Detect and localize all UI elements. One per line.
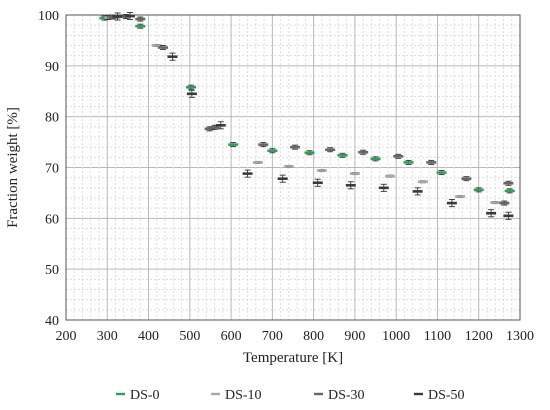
data-point	[242, 169, 253, 178]
data-point	[455, 195, 466, 198]
data-point	[277, 174, 288, 183]
data-point	[378, 183, 389, 192]
data-points	[99, 12, 515, 220]
tick-labels: 40 50 60 70 80 90 100 200 300 400 500 600 700 800 900 1…	[38, 9, 534, 344]
y-tick-label: 80	[45, 111, 59, 126]
data-point	[503, 180, 514, 186]
data-point	[186, 84, 197, 90]
x-tick-label: 500	[179, 329, 200, 344]
data-point	[124, 12, 135, 21]
x-tick-label: 400	[138, 329, 159, 344]
data-point	[312, 178, 323, 187]
legend-label: DS-0	[130, 388, 160, 403]
data-point	[490, 201, 501, 205]
grid	[65, 14, 521, 321]
data-point	[461, 176, 472, 182]
x-tick-label: 700	[262, 329, 283, 344]
y-tick-label: 90	[45, 60, 59, 75]
data-point	[283, 165, 294, 168]
legend-item-ds-30: DS-30	[314, 388, 365, 403]
series-ds-50	[112, 12, 514, 220]
data-point	[186, 89, 197, 98]
y-axis-title: Fraction weight [%]	[5, 107, 21, 228]
data-point	[304, 150, 315, 156]
data-point	[412, 187, 423, 196]
legend-item-ds-0: DS-0	[116, 388, 160, 403]
legend-label: DS-10	[225, 388, 262, 403]
x-tick-label: 600	[221, 329, 242, 344]
data-point	[426, 159, 437, 165]
data-point	[504, 188, 515, 194]
data-point	[499, 200, 510, 206]
data-point	[135, 23, 146, 29]
data-point	[358, 149, 369, 155]
data-point	[112, 12, 123, 21]
data-point	[503, 211, 514, 220]
legend: DS-0 DS-10 DS-30 DS-50	[116, 388, 465, 403]
data-point	[267, 148, 278, 154]
x-tick-label: 1100	[424, 329, 451, 344]
x-tick-label: 900	[344, 329, 365, 344]
x-tick-label: 1000	[382, 329, 410, 344]
data-point	[403, 159, 414, 165]
data-point	[370, 156, 381, 162]
y-tick-label: 40	[45, 314, 59, 329]
data-point	[215, 121, 226, 130]
x-tick-label: 800	[303, 329, 324, 344]
data-point	[384, 174, 395, 178]
series-ds-30	[107, 14, 514, 206]
data-point	[228, 142, 239, 148]
data-point	[349, 172, 360, 176]
x-axis-title: Temperature [K]	[243, 350, 343, 366]
data-point	[325, 147, 336, 153]
data-point	[252, 160, 263, 164]
x-tick-label: 1200	[465, 329, 493, 344]
data-point	[345, 181, 356, 190]
data-point	[473, 187, 484, 193]
y-tick-label: 70	[45, 162, 59, 177]
y-tick-label: 100	[38, 9, 59, 24]
data-point	[290, 144, 301, 150]
y-tick-label: 50	[45, 263, 59, 278]
data-point	[157, 45, 168, 51]
x-tick-label: 200	[56, 329, 77, 344]
x-tick-label: 1300	[506, 329, 534, 344]
series-ds-10	[104, 16, 501, 205]
series-ds-0	[99, 15, 515, 194]
plot-frame	[65, 14, 521, 321]
legend-item-ds-10: DS-10	[211, 388, 262, 403]
data-point	[446, 199, 457, 208]
data-point	[135, 16, 146, 22]
data-point	[337, 152, 348, 158]
data-point	[316, 169, 327, 173]
legend-item-ds-50: DS-50	[414, 388, 465, 403]
legend-label: DS-50	[428, 388, 465, 403]
data-point	[393, 153, 404, 159]
legend-label: DS-30	[328, 388, 365, 403]
data-point	[258, 142, 269, 148]
y-tick-label: 60	[45, 212, 59, 227]
data-point	[486, 209, 497, 218]
x-tick-label: 300	[97, 329, 118, 344]
data-point	[436, 170, 447, 176]
data-point	[167, 52, 178, 61]
data-point	[418, 180, 429, 184]
